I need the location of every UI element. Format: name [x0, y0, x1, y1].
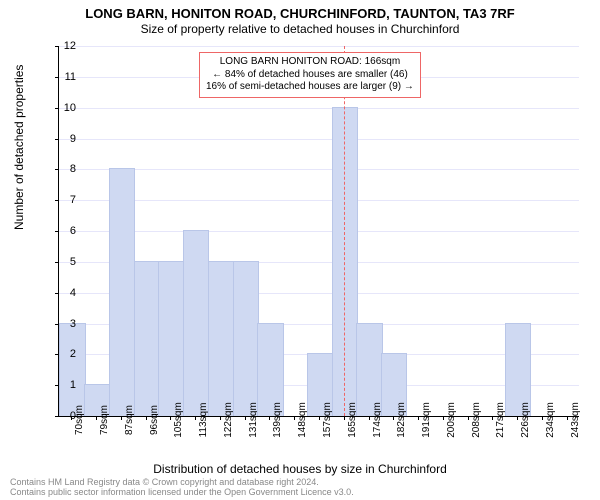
xtick-mark: [468, 416, 469, 420]
gridline: [59, 231, 579, 232]
chart-title: LONG BARN, HONITON ROAD, CHURCHINFORD, T…: [0, 0, 600, 21]
xtick-mark: [567, 416, 568, 420]
ytick-label: 5: [56, 256, 76, 268]
ytick-label: 2: [56, 348, 76, 360]
annot-line3: 16% of semi-detached houses are larger (…: [206, 81, 414, 94]
bar: [208, 261, 234, 416]
xtick-mark: [393, 416, 394, 420]
gridline: [59, 169, 579, 170]
reference-line: [344, 46, 345, 416]
gridline: [59, 139, 579, 140]
bar: [233, 261, 259, 416]
bar: [134, 261, 160, 416]
gridline: [59, 108, 579, 109]
xtick-mark: [220, 416, 221, 420]
xtick-label: 139sqm: [272, 402, 283, 438]
ytick-label: 1: [56, 379, 76, 391]
bar: [109, 168, 135, 416]
plot-area: 70sqm79sqm87sqm96sqm105sqm113sqm122sqm13…: [58, 46, 579, 417]
gridline: [59, 46, 579, 47]
ytick-label: 9: [56, 133, 76, 145]
bar: [59, 323, 85, 417]
xtick-label: 182sqm: [396, 402, 407, 438]
bar: [332, 107, 358, 416]
xtick-label: 234sqm: [545, 402, 556, 438]
xtick-mark: [269, 416, 270, 420]
xtick-mark: [418, 416, 419, 420]
xtick-mark: [294, 416, 295, 420]
chart-subtitle: Size of property relative to detached ho…: [0, 21, 600, 36]
xtick-mark: [369, 416, 370, 420]
gridline: [59, 200, 579, 201]
xtick-mark: [121, 416, 122, 420]
xtick-mark: [170, 416, 171, 420]
footer-line2: Contains public sector information licen…: [10, 488, 354, 498]
xtick-label: 200sqm: [446, 402, 457, 438]
footer-attribution: Contains HM Land Registry data © Crown c…: [10, 478, 354, 498]
xtick-mark: [344, 416, 345, 420]
x-axis-label: Distribution of detached houses by size …: [0, 462, 600, 476]
bar: [183, 230, 209, 416]
xtick-mark: [542, 416, 543, 420]
xtick-label: 243sqm: [570, 402, 581, 438]
xtick-label: 191sqm: [421, 402, 432, 438]
xtick-mark: [96, 416, 97, 420]
xtick-mark: [146, 416, 147, 420]
xtick-mark: [492, 416, 493, 420]
ytick-label: 0: [56, 410, 76, 422]
xtick-label: 226sqm: [520, 402, 531, 438]
annot-line1: LONG BARN HONITON ROAD: 166sqm: [206, 56, 414, 69]
ytick-label: 3: [56, 318, 76, 330]
bar: [158, 261, 184, 416]
ytick-label: 8: [56, 163, 76, 175]
ytick-label: 4: [56, 287, 76, 299]
ytick-label: 12: [56, 40, 76, 52]
xtick-mark: [319, 416, 320, 420]
xtick-label: 208sqm: [471, 402, 482, 438]
y-axis-label: Number of detached properties: [12, 65, 26, 230]
ytick-label: 6: [56, 225, 76, 237]
xtick-mark: [245, 416, 246, 420]
ytick-label: 10: [56, 102, 76, 114]
xtick-mark: [443, 416, 444, 420]
xtick-mark: [517, 416, 518, 420]
ytick-label: 11: [56, 71, 76, 83]
ytick-label: 7: [56, 194, 76, 206]
xtick-mark: [195, 416, 196, 420]
annotation-box: LONG BARN HONITON ROAD: 166sqm← 84% of d…: [199, 52, 421, 98]
annot-line2: ← 84% of detached houses are smaller (46…: [206, 69, 414, 82]
